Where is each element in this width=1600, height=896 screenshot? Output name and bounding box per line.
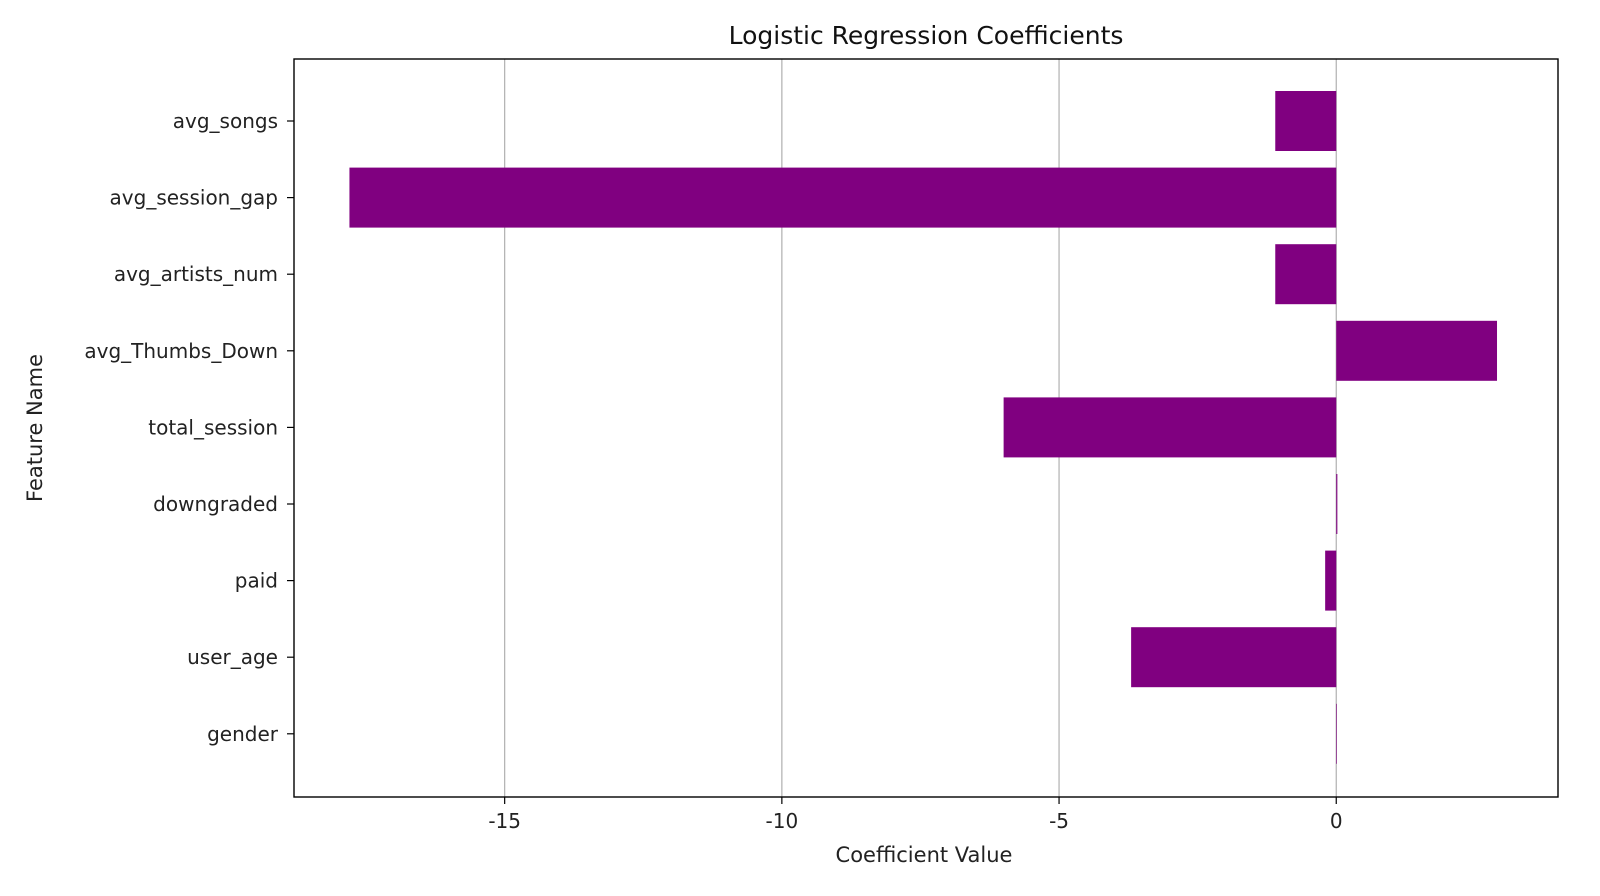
y-tick-label-downgraded: downgraded [153,492,278,516]
y-tick-label-avg_Thumbs_Down: avg_Thumbs_Down [84,339,278,363]
bar-gender [1336,703,1337,764]
bar-avg_artists_num [1275,244,1337,305]
bar-user_age [1131,627,1337,688]
y-tick-label-paid: paid [235,569,278,593]
bar-avg_songs [1275,91,1337,151]
bar-total_session [1003,397,1337,458]
y-axis-ticks: avg_songs avg_session_gap avg_artists_numa… [84,109,294,746]
bar-avg_Thumbs_Down [1336,320,1498,381]
y-tick-label-avg_session_gap: avg_session_gap [110,186,278,210]
y-tick-label-avg_artists_num: avg_artists_num [114,262,278,286]
y-tick-label-total_session: total_session [148,415,278,439]
bar-paid [1325,550,1337,611]
y-axis-label: Feature Name [23,354,47,502]
x-axis-label: Coefficient Value [836,843,1013,867]
bars [349,91,1498,764]
y-tick-label-avg_songs: avg_songs [173,109,278,133]
y-tick-label-user_age: user_age [187,645,278,669]
x-tick-label-2: -5 [1049,809,1069,833]
bar-downgraded [1336,474,1338,534]
x-axis-ticks: -15 -10 -5 0 [488,797,1343,833]
x-tick-label-3: 0 [1330,809,1343,833]
y-tick-label-gender: gender [207,722,279,746]
chart-title: Logistic Regression Coefficients [729,21,1124,50]
x-tick-label-0: -15 [488,809,521,833]
bar-avg_session_gap [349,167,1337,228]
x-tick-label-1: -10 [766,809,799,833]
